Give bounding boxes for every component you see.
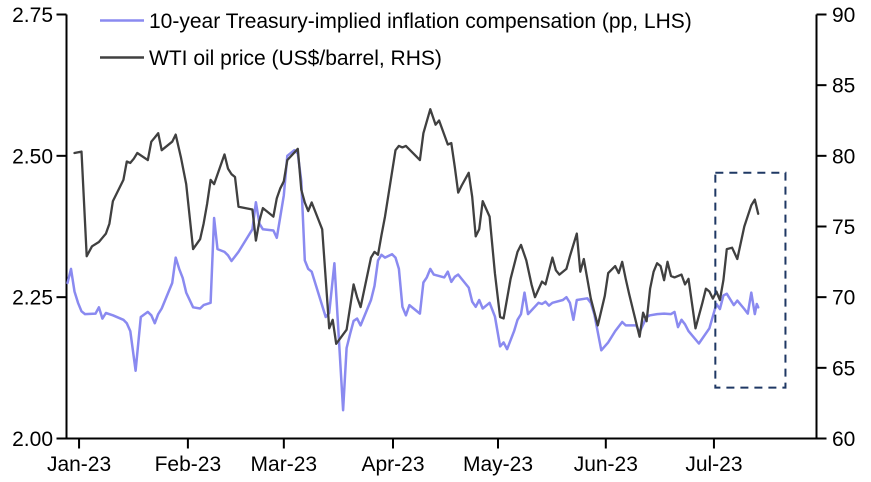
right-axis-tick-label: 70 xyxy=(832,287,855,310)
legend-label-breakeven: 10-year Treasury-implied inflation compe… xyxy=(149,10,692,33)
legend: 10-year Treasury-implied inflation compe… xyxy=(100,10,692,70)
breakeven-line xyxy=(66,148,760,412)
left-axis-tick-label: 2.75 xyxy=(12,4,53,27)
left-axis-tick-label: 2.50 xyxy=(12,145,53,168)
legend-item-wti: WTI oil price (US$/barrel, RHS) xyxy=(100,47,442,70)
right-axis-tick-label: 85 xyxy=(832,75,855,98)
right-axis-tick-label: 80 xyxy=(832,145,855,168)
legend-item-breakeven: 10-year Treasury-implied inflation compe… xyxy=(100,10,692,33)
x-axis-labels: Jan-23 Feb-23 Mar-23 Apr-23 May-23 Jun-2… xyxy=(47,453,743,476)
wti-line xyxy=(73,108,760,345)
right-axis-tick-label: 90 xyxy=(832,4,855,27)
legend-label-wti: WTI oil price (US$/barrel, RHS) xyxy=(149,47,442,70)
x-axis-tick-label: Feb-23 xyxy=(155,453,222,476)
highlight-box xyxy=(714,171,787,389)
x-axis-tick-label: May-23 xyxy=(463,453,533,476)
left-axis-tick-label: 2.25 xyxy=(12,287,53,310)
x-axis-tick-label: Jul-23 xyxy=(685,453,742,476)
right-axis-tick-label: 60 xyxy=(832,428,855,451)
axes xyxy=(65,14,818,440)
right-axis-labels: 90 85 80 75 70 65 60 xyxy=(832,4,855,451)
x-axis-tick-label: Apr-23 xyxy=(361,453,424,476)
right-axis-tick-label: 75 xyxy=(832,216,855,239)
x-axis-tick-label: Jun-23 xyxy=(574,453,638,476)
axis-ticks xyxy=(56,13,827,449)
x-axis-tick-label: Jan-23 xyxy=(47,453,111,476)
left-axis-labels: 2.75 2.50 2.25 2.00 xyxy=(12,4,53,451)
x-axis-tick-label: Mar-23 xyxy=(251,453,318,476)
left-axis-tick-label: 2.00 xyxy=(12,428,53,451)
right-axis-tick-label: 65 xyxy=(832,357,855,380)
